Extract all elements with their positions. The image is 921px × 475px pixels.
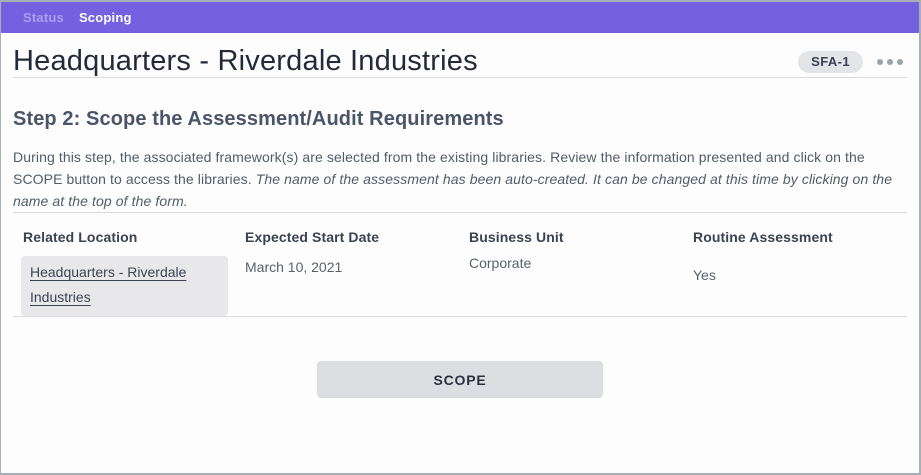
field-grid: Related Location Headquarters - Riverdal…	[1, 213, 919, 316]
field-business-unit: Business Unit Corporate	[469, 227, 693, 316]
related-location-chip[interactable]: Headquarters - Riverdale Industries	[21, 256, 228, 316]
tab-status[interactable]: Status	[23, 10, 64, 25]
field-value: Corporate	[469, 255, 532, 271]
divider	[13, 212, 907, 213]
page-title[interactable]: Headquarters - Riverdale Industries	[13, 45, 478, 77]
record-header: Headquarters - Riverdale Industries SFA-…	[1, 33, 919, 77]
divider	[13, 316, 907, 317]
section-description: During this step, the associated framewo…	[13, 146, 905, 212]
field-routine-assessment: Routine Assessment Yes	[693, 227, 919, 316]
form-tab-bar: Status Scoping	[1, 2, 919, 33]
field-label: Expected Start Date	[245, 229, 380, 245]
action-row: SCOPE	[1, 361, 919, 398]
description-italic-text: The name of the assessment has been auto…	[13, 171, 893, 209]
step-section: Step 2: Scope the Assessment/Audit Requi…	[1, 106, 919, 212]
related-location-link[interactable]: Headquarters - Riverdale Industries	[30, 264, 187, 305]
field-label: Business Unit	[469, 229, 564, 245]
field-value: March 10, 2021	[245, 259, 343, 275]
field-related-location: Related Location Headquarters - Riverdal…	[21, 227, 245, 316]
ellipsis-menu-icon[interactable]	[875, 53, 905, 71]
field-value: Yes	[693, 267, 716, 283]
field-expected-start-date: Expected Start Date March 10, 2021	[245, 227, 469, 316]
description-text: During this step, the associated framewo…	[13, 149, 865, 187]
section-heading: Step 2: Scope the Assessment/Audit Requi…	[13, 108, 504, 130]
tab-scoping[interactable]: Scoping	[78, 10, 132, 25]
header-actions: SFA-1	[798, 50, 905, 73]
field-label: Related Location	[23, 229, 138, 245]
record-id-badge: SFA-1	[798, 50, 863, 73]
scope-button[interactable]: SCOPE	[317, 361, 603, 398]
divider	[13, 77, 907, 78]
field-label: Routine Assessment	[693, 229, 833, 245]
